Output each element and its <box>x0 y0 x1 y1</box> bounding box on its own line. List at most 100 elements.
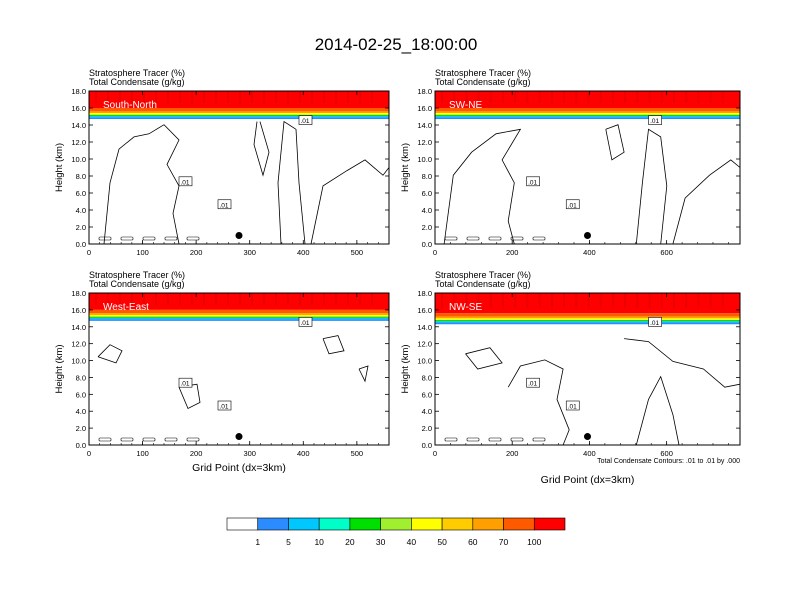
tracer-layer <box>89 117 389 120</box>
y-tick-label: 16.0 <box>71 104 86 113</box>
tracer-streak <box>441 293 443 309</box>
tracer-streak <box>239 293 241 305</box>
tracer-layer <box>435 108 740 112</box>
y-tick-label: 18.0 <box>71 87 86 96</box>
tracer-streak <box>263 91 265 103</box>
tracer-streak <box>465 91 468 103</box>
tracer-layer <box>89 116 389 118</box>
tracer-streak <box>299 91 301 103</box>
low-cloud-contour <box>532 437 546 442</box>
tracer-streak <box>672 293 675 309</box>
y-tick-label: 8.0 <box>76 373 86 382</box>
colorbar-swatch <box>257 517 289 531</box>
tracer-streak <box>311 91 313 103</box>
plot-frame <box>434 292 741 446</box>
colorbar-swatch <box>349 517 381 531</box>
tracer-layer <box>435 113 740 115</box>
y-tick-label: 2.0 <box>422 424 432 433</box>
y-axis-label: Height (km) <box>54 344 65 393</box>
y-tick-label: 4.0 <box>422 407 432 416</box>
condensate-contour <box>443 128 522 245</box>
tracer-layer <box>89 313 389 315</box>
y-tick-label: 8.0 <box>422 373 432 382</box>
colorbar-swatch <box>503 517 535 531</box>
contour-label: .01 <box>528 179 537 186</box>
contour-label-box <box>526 377 540 388</box>
contour-label: .01 <box>568 404 577 411</box>
x-tick-label: 300 <box>243 248 256 257</box>
contour-label: .01 <box>219 202 228 209</box>
tracer-layer <box>89 314 389 317</box>
y-tick-label: 0.0 <box>422 240 432 249</box>
condensate-contour <box>465 347 503 370</box>
tracer-layer <box>89 113 389 115</box>
low-cloud-contour <box>488 437 502 442</box>
colorbar-label: 60 <box>468 537 478 547</box>
colorbar-label: 10 <box>314 537 324 547</box>
tracer-layer <box>435 321 740 323</box>
tracer-streak <box>550 293 553 309</box>
tracer-streak <box>465 293 468 309</box>
tracer-streak <box>179 91 181 103</box>
tracer-streak <box>563 293 566 309</box>
panel-name: South-North <box>103 100 157 111</box>
low-cloud-contour <box>444 437 458 442</box>
tracer-streak <box>131 91 133 103</box>
y-tick-label: 16.0 <box>71 306 86 315</box>
low-cloud-contour <box>510 437 524 442</box>
tracer-streak <box>143 293 145 305</box>
tracer-streak <box>526 293 529 309</box>
y-tick-label: 0.0 <box>422 441 432 450</box>
y-tick-label: 16.0 <box>417 306 432 315</box>
tracer-streak <box>672 91 675 103</box>
tracer-layer <box>435 111 740 114</box>
tracer-streak <box>489 91 492 103</box>
tracer-streak <box>131 293 133 305</box>
tracer-layer <box>435 114 740 117</box>
tracer-layer <box>89 114 389 117</box>
y-tick-label: 4.0 <box>76 206 86 215</box>
y-tick-label: 18.0 <box>417 289 432 298</box>
tracer-streak <box>514 293 517 309</box>
tracer-layer <box>435 117 740 120</box>
contour-label: .01 <box>180 179 189 186</box>
tracer-streak <box>538 91 541 103</box>
x-tick-label: 400 <box>297 449 310 458</box>
low-cloud-contour <box>532 236 546 241</box>
low-cloud-contour <box>142 236 156 241</box>
contour-label-box <box>217 199 232 210</box>
tracer-streak <box>335 91 337 103</box>
tracer-streak <box>575 91 578 103</box>
tracer-streak <box>287 293 289 305</box>
colorbar-label: 50 <box>437 537 447 547</box>
tracer-streak <box>275 91 277 103</box>
contour-label: .01 <box>180 381 189 388</box>
chart-title: 2014-02-25_18:00:00 <box>315 35 478 54</box>
tracer-streak <box>371 91 373 103</box>
contour-label-box <box>648 317 662 327</box>
tracer-streak <box>721 293 724 309</box>
panel-west-east: Stratosphere Tracer (%)Total Condensate … <box>54 270 390 458</box>
panel-header-tracer: Stratosphere Tracer (%) <box>435 68 531 78</box>
tracer-streak <box>311 293 313 305</box>
tracer-streak <box>155 91 157 103</box>
x-tick-label: 400 <box>583 248 596 257</box>
x-tick-label: 0 <box>87 248 91 257</box>
tracer-streak <box>179 293 181 305</box>
x-tick-label: 400 <box>297 248 310 257</box>
tracer-streak <box>203 91 205 103</box>
contour-label: .01 <box>650 320 659 327</box>
low-cloud-contour <box>444 236 458 241</box>
low-cloud-contour <box>98 236 112 241</box>
contour-label-box <box>217 400 232 411</box>
tracer-streak <box>347 293 349 305</box>
tracer-layer <box>435 320 740 322</box>
low-cloud-contour <box>466 236 480 241</box>
tracer-streak <box>611 293 614 309</box>
low-cloud-contour <box>488 236 502 241</box>
contour-label-box <box>178 377 193 388</box>
location-marker <box>584 232 591 239</box>
x-tick-label: 300 <box>243 449 256 458</box>
condensate-contour <box>178 383 201 410</box>
